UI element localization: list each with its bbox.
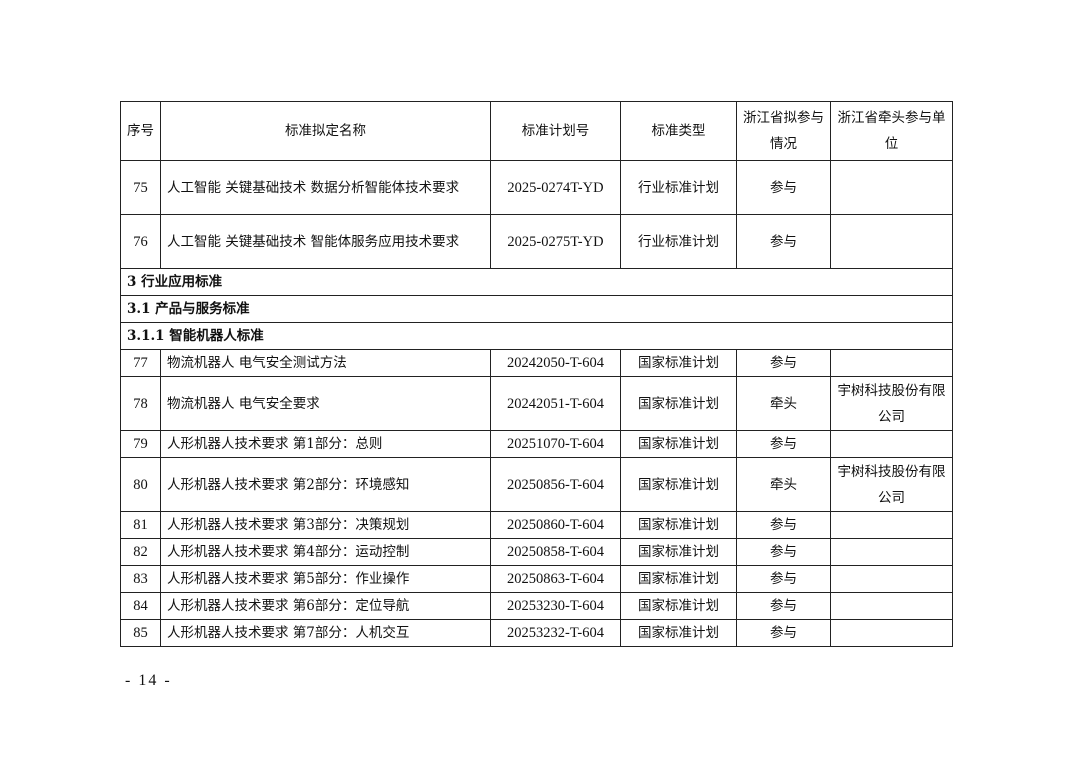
table-row: 83 人形机器人技术要求 第5部分：作业操作 20250863-T-604 国家标准计… [120,565,953,593]
section-row: 3.1.1 智能机器人标准 [120,322,953,350]
table-row: 75 人工智能 关键基础技术 数据分析智能体技术要求 2025-0274T-YD 行业… [120,160,953,215]
cell-plan-no: 2025-0275T-YD [490,214,621,269]
cell-seq: 83 [120,565,161,593]
cell-type: 国家标准计划 [620,619,737,647]
cell-type: 国家标准计划 [620,349,737,377]
cell-type: 国家标准计划 [620,430,737,458]
cell-name: 人形机器人技术要求 第1部分：总则 [160,430,491,458]
cell-type: 国家标准计划 [620,511,737,539]
page-number: - 14 - [125,672,172,689]
cell-plan-no: 20242050-T-604 [490,349,621,377]
cell-name: 物流机器人 电气安全测试方法 [160,349,491,377]
cell-type: 国家标准计划 [620,565,737,593]
cell-seq: 84 [120,592,161,620]
section-row: 3.1 产品与服务标准 [120,295,953,323]
cell-lead-unit: 宇树科技股份有限公司 [830,457,953,512]
table-header: 序号 标准拟定名称 标准计划号 标准类型 浙江省拟参与情况 浙江省牵头参与单位 [120,101,953,161]
cell-name: 人形机器人技术要求 第3部分：决策规划 [160,511,491,539]
cell-plan-no: 20251070-T-604 [490,430,621,458]
cell-participation: 参与 [736,349,831,377]
table-row: 77 物流机器人 电气安全测试方法 20242050-T-604 国家标准计划 参与 [120,349,953,377]
cell-type: 国家标准计划 [620,457,737,512]
cell-type: 行业标准计划 [620,160,737,215]
cell-participation: 参与 [736,619,831,647]
cell-participation: 参与 [736,592,831,620]
cell-participation: 参与 [736,430,831,458]
cell-type: 国家标准计划 [620,538,737,566]
cell-name: 人工智能 关键基础技术 智能体服务应用技术要求 [160,214,491,269]
cell-name: 物流机器人 电气安全要求 [160,376,491,431]
cell-plan-no: 20253230-T-604 [490,592,621,620]
cell-seq: 77 [120,349,161,377]
cell-participation: 参与 [736,160,831,215]
table-row: 79 人形机器人技术要求 第1部分：总则 20251070-T-604 国家标准计划参… [120,430,953,458]
cell-seq: 76 [120,214,161,269]
cell-name: 人工智能 关键基础技术 数据分析智能体技术要求 [160,160,491,215]
table-row: 78 物流机器人 电气安全要求 20242051-T-604 国家标准计划 牵头 宇树科技… [120,376,953,431]
table-row: 85 人形机器人技术要求 第7部分：人机交互 20253232-T-604 国家标准计… [120,619,953,647]
cell-lead-unit [830,565,953,593]
cell-seq: 75 [120,160,161,215]
table-row: 84 人形机器人技术要求 第6部分：定位导航 20253230-T-604 国家标准计… [120,592,953,620]
cell-name: 人形机器人技术要求 第2部分：环境感知 [160,457,491,512]
cell-lead-unit [830,430,953,458]
cell-name: 人形机器人技术要求 第7部分：人机交互 [160,619,491,647]
cell-lead-unit [830,349,953,377]
cell-plan-no: 20250860-T-604 [490,511,621,539]
cell-participation: 参与 [736,538,831,566]
cell-lead-unit: 宇树科技股份有限公司 [830,376,953,431]
cell-lead-unit [830,160,953,215]
cell-seq: 82 [120,538,161,566]
cell-lead-unit [830,619,953,647]
section-heading: 3.1.1 智能机器人标准 [120,322,953,350]
cell-seq: 78 [120,376,161,431]
header-seq: 序号 [120,101,161,161]
table-row: 81 人形机器人技术要求 第3部分：决策规划 20250860-T-604 国家标准计… [120,511,953,539]
cell-seq: 85 [120,619,161,647]
cell-participation: 牵头 [736,457,831,512]
cell-participation: 参与 [736,511,831,539]
section-heading: 3.1 产品与服务标准 [120,295,953,323]
cell-plan-no: 20250863-T-604 [490,565,621,593]
cell-lead-unit [830,592,953,620]
cell-lead-unit [830,511,953,539]
header-lead-unit: 浙江省牵头参与单位 [830,101,953,161]
section-heading: 3 行业应用标准 [120,268,953,296]
cell-participation: 参与 [736,214,831,269]
cell-name: 人形机器人技术要求 第5部分：作业操作 [160,565,491,593]
cell-seq: 81 [120,511,161,539]
cell-type: 行业标准计划 [620,214,737,269]
cell-plan-no: 20242051-T-604 [490,376,621,431]
section-row: 3 行业应用标准 [120,268,953,296]
cell-seq: 80 [120,457,161,512]
cell-plan-no: 20250856-T-604 [490,457,621,512]
cell-participation: 参与 [736,565,831,593]
header-plan-no: 标准计划号 [490,101,621,161]
table-row: 76 人工智能 关键基础技术 智能体服务应用技术要求 2025-0275T-YD 行业… [120,214,953,269]
cell-type: 国家标准计划 [620,592,737,620]
cell-seq: 79 [120,430,161,458]
cell-plan-no: 2025-0274T-YD [490,160,621,215]
cell-name: 人形机器人技术要求 第4部分：运动控制 [160,538,491,566]
cell-participation: 牵头 [736,376,831,431]
standards-table: 序号 标准拟定名称 标准计划号 标准类型 浙江省拟参与情况 浙江省牵头参与单位 … [120,101,953,647]
cell-lead-unit [830,538,953,566]
header-type: 标准类型 [620,101,737,161]
header-participation: 浙江省拟参与情况 [736,101,831,161]
table-row: 80 人形机器人技术要求 第2部分：环境感知 20250856-T-604 国家标准计… [120,457,953,512]
cell-name: 人形机器人技术要求 第6部分：定位导航 [160,592,491,620]
table-row: 82 人形机器人技术要求 第4部分：运动控制 20250858-T-604 国家标准计… [120,538,953,566]
cell-type: 国家标准计划 [620,376,737,431]
cell-plan-no: 20253232-T-604 [490,619,621,647]
cell-plan-no: 20250858-T-604 [490,538,621,566]
header-name: 标准拟定名称 [160,101,491,161]
cell-lead-unit [830,214,953,269]
